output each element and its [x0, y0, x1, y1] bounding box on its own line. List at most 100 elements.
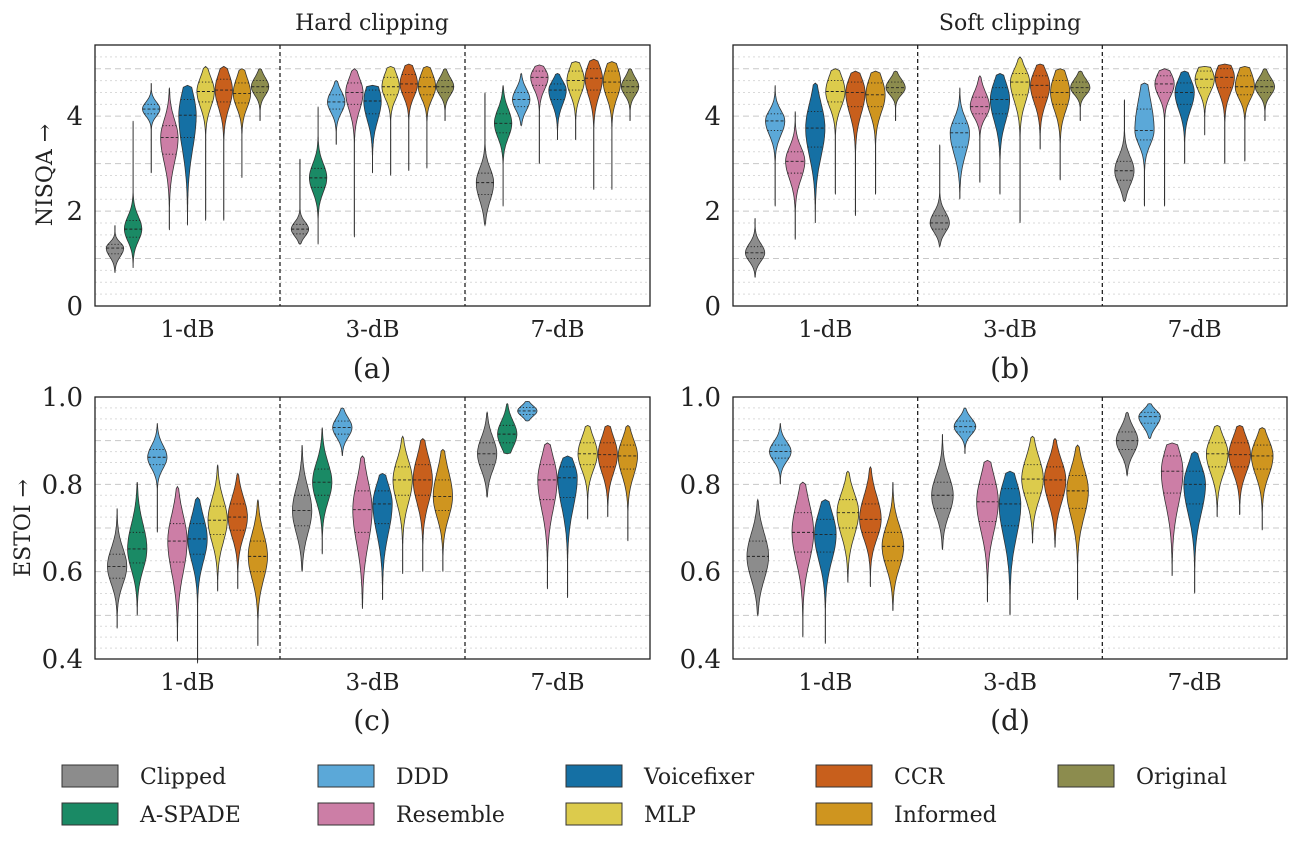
- caption-b: (b): [990, 352, 1030, 385]
- violin-informed: [432, 448, 453, 572]
- plot-frame: [732, 396, 1288, 660]
- violin-mlp: [825, 68, 846, 195]
- legend-item-mlp: MLP: [565, 802, 696, 828]
- violin-mlp: [207, 464, 228, 592]
- panel-b: 0 2 4 1-dB 3-dB 7-dB: [704, 44, 1288, 343]
- xtick-label: 7-dB: [530, 317, 584, 343]
- violin-a-spade: [497, 403, 518, 455]
- violin-ddd: [142, 82, 161, 174]
- violin-ddd: [517, 400, 538, 422]
- violin-ddd: [765, 85, 786, 207]
- violin-ddd: [1138, 403, 1161, 439]
- violin-a-spade: [309, 106, 328, 245]
- violin-mlp: [392, 435, 413, 574]
- xtick-label: 1-dB: [798, 317, 852, 343]
- violin-mlp: [577, 424, 598, 520]
- violin-clipped: [929, 144, 950, 248]
- violin-resemble: [167, 485, 188, 642]
- violin-ccr: [584, 58, 603, 190]
- violin-ddd: [953, 407, 977, 454]
- violin-clipped: [746, 498, 769, 617]
- violin-ccr: [845, 70, 866, 216]
- violin-clipped: [105, 225, 125, 273]
- violin-clipped: [292, 444, 313, 572]
- violin-ccr: [1228, 424, 1251, 515]
- violin-clipped: [744, 218, 766, 278]
- ytick-label: 4: [704, 102, 721, 132]
- violin-resemble: [352, 455, 373, 609]
- violin-voicefixer: [557, 455, 578, 598]
- legend-label-voicefixer: Voicefixer: [643, 765, 755, 790]
- violin-resemble: [969, 75, 990, 183]
- legend-swatch-a-spade: [61, 802, 119, 826]
- violin-resemble: [537, 442, 558, 590]
- panel-c: 0.4 0.6 0.8 1.0 1-dB 3-dB 7-dB: [42, 383, 651, 696]
- violin-ddd: [147, 423, 168, 533]
- ytick-label: 1.0: [42, 383, 83, 413]
- legend-swatch-informed: [815, 802, 873, 826]
- violin-voicefixer: [178, 84, 197, 226]
- plot-frame: [94, 396, 651, 660]
- ytick-label: 0.6: [42, 558, 83, 588]
- violin-mlp: [381, 65, 400, 176]
- xtick-label: 3-dB: [345, 317, 399, 343]
- violin-informed: [617, 424, 638, 542]
- violin-ccr: [227, 472, 248, 590]
- ytick-label: 0: [704, 292, 721, 322]
- ytick-label: 0: [66, 292, 83, 322]
- violin-voicefixer: [814, 499, 837, 644]
- violin-clipped: [475, 92, 494, 227]
- violin-informed: [1234, 65, 1255, 162]
- violin-ccr: [412, 437, 433, 572]
- ylabel-estoi: ESTOI →: [11, 479, 36, 577]
- violin-ccr: [1030, 63, 1051, 150]
- ytick-label: 0.6: [680, 558, 721, 588]
- ytick-label: 0.4: [42, 645, 83, 675]
- xtick-label: 1-dB: [798, 670, 852, 696]
- violin-mlp: [196, 65, 215, 221]
- violin-original: [250, 68, 270, 122]
- violin-mlp: [1009, 56, 1031, 224]
- violin-mlp: [1194, 65, 1215, 136]
- xtick-label: 1-dB: [160, 670, 214, 696]
- legend-label-a-spade: A-SPADE: [139, 803, 241, 828]
- violin-a-spade: [127, 482, 148, 616]
- violin-informed: [602, 61, 621, 190]
- ytick-label: 0.8: [680, 470, 721, 500]
- violin-resemble: [791, 481, 814, 638]
- ytick-label: 0.8: [42, 470, 83, 500]
- violin-original: [885, 70, 906, 122]
- legend-label-original: Original: [1136, 765, 1227, 790]
- violin-ccr: [859, 466, 882, 588]
- violin-informed: [1050, 68, 1071, 181]
- violin-voicefixer: [548, 73, 567, 140]
- legend-item-ddd: DDD: [317, 764, 449, 790]
- violin-ccr: [1043, 437, 1067, 548]
- ytick-label: 0.4: [680, 645, 721, 675]
- violin-original: [1254, 68, 1276, 122]
- violin-resemble: [1154, 68, 1175, 207]
- violin-resemble: [530, 64, 549, 164]
- ytick-label: 2: [704, 197, 721, 227]
- legend-item-informed: Informed: [815, 802, 997, 828]
- violin-ccr: [597, 424, 618, 518]
- title-soft-clipping: Soft clipping: [939, 11, 1081, 36]
- legend-label-ccr: CCR: [894, 765, 946, 790]
- violin-original: [620, 68, 640, 122]
- violin-informed: [232, 68, 251, 178]
- violin-resemble: [160, 87, 179, 231]
- violin-ccr: [399, 63, 418, 171]
- violin-resemble: [785, 111, 806, 240]
- legend-swatch-ccr: [815, 764, 873, 788]
- legend-swatch-voicefixer: [565, 764, 623, 788]
- xtick-label: 7-dB: [1168, 670, 1222, 696]
- caption-a: (a): [353, 352, 392, 385]
- xtick-label: 3-dB: [983, 317, 1037, 343]
- violin-mlp: [1021, 435, 1044, 544]
- legend-label-ddd: DDD: [396, 765, 449, 790]
- violin-voicefixer: [1183, 451, 1206, 594]
- violin-a-spade: [312, 427, 333, 555]
- xtick-label: 3-dB: [983, 670, 1037, 696]
- xtick-label: 7-dB: [1168, 317, 1222, 343]
